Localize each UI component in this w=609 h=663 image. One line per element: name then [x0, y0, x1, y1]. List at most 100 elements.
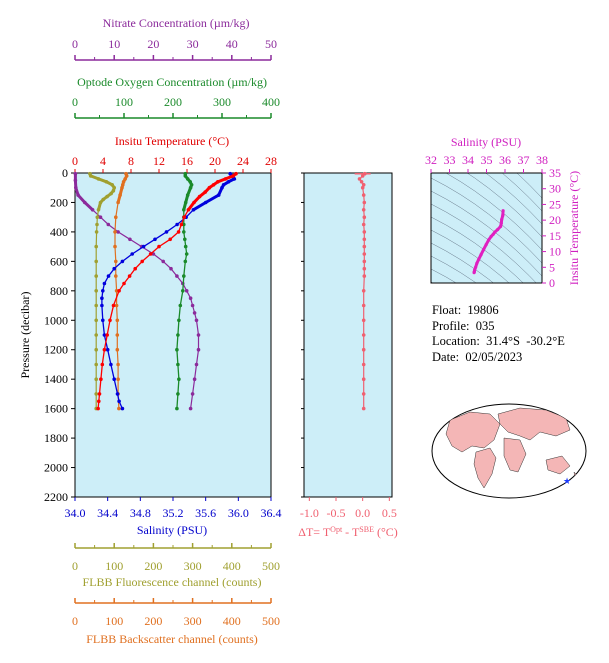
profile-number-text: Profile: 035: [432, 318, 495, 333]
temperature-point: [140, 259, 144, 264]
delta-t-point: [361, 208, 366, 212]
temperature-point: [186, 208, 191, 212]
delta-t-plot-area: [303, 172, 393, 498]
nitrate-point: [196, 333, 201, 337]
nitrate-axis-tick-label: 20: [147, 37, 159, 51]
float-id-text: Float: 19806: [432, 303, 499, 317]
fluorescence-point: [95, 215, 100, 219]
ts-temperature-tick-label: 0: [549, 276, 555, 290]
oxygen-point: [185, 177, 190, 181]
fluorescence-point: [94, 274, 98, 278]
backscatter-point: [121, 183, 125, 187]
delta-t-point: [362, 266, 367, 271]
ts-density-contour: [431, 216, 524, 283]
ts-temperature-tick-label: 20: [549, 213, 561, 227]
oxygen-axis-label: Optode Oxygen Concentration (µm/kg): [77, 75, 267, 89]
nitrate-point: [175, 274, 179, 278]
backscatter-axis: 0 100 200 300 400 500: [72, 598, 280, 628]
backscatter-point: [116, 200, 120, 205]
fluorescence-point: [110, 183, 114, 187]
oxygen-axis: 0 100 200 300 400: [72, 95, 280, 119]
oxygen-point: [178, 303, 183, 308]
salinity-axis-label: Salinity (PSU): [137, 523, 207, 537]
delta-t-axis-label: ΔT= TOpt - TSBE (°C): [298, 525, 398, 540]
temperature-point: [133, 266, 137, 271]
delta-t-point: [362, 252, 367, 256]
backscatter-point: [123, 177, 127, 181]
float-info-panel: Float: 19806 Profile: 035 Location: 31.4…: [432, 303, 565, 365]
ts-plot-area: [430, 172, 543, 284]
temperature-tick-label: 12: [153, 154, 165, 168]
nitrate-point: [106, 222, 111, 227]
pressure-tick-label: 1000: [44, 313, 68, 327]
delta-t-point: [361, 289, 366, 293]
temperature-point: [234, 171, 238, 176]
pressure-tick-label: 200: [50, 195, 68, 209]
ts-point: [493, 230, 497, 234]
fluorescence-axis-tick-label: 100: [105, 559, 123, 573]
backscatter-point: [115, 333, 120, 337]
delta-t-point: [361, 406, 366, 411]
salinity-point: [101, 318, 105, 323]
delta-t-point: [361, 318, 366, 323]
ts-point: [487, 238, 491, 242]
date-text: Date: 02/05/2023: [432, 349, 523, 364]
main-plot-axes: 0 4 8 12 16 20 24 28 34.0 34.4 34.8 35.2 35.6 36.0 36.…: [44, 154, 282, 520]
backscatter-axis-tick-label: 400: [223, 614, 241, 628]
pressure-tick-label: 0: [62, 166, 68, 180]
delta-t-point: [361, 183, 366, 187]
fluorescence-point: [104, 180, 109, 184]
temperature-point: [197, 194, 202, 199]
backscatter-axis-tick-label: 500: [262, 614, 280, 628]
fluorescence-point: [111, 188, 116, 193]
delta-t-series: [354, 171, 371, 411]
backscatter-point: [114, 303, 119, 308]
pressure-tick-label: 2200: [44, 490, 68, 504]
temperature-point: [102, 347, 107, 352]
salinity-point: [106, 274, 111, 278]
ts-density-contour: [501, 173, 542, 212]
fluorescence-point: [94, 347, 98, 352]
temperature-tick-label: 16: [181, 154, 193, 168]
salinity-point: [130, 252, 134, 256]
oxygen-point: [183, 174, 188, 178]
ts-point: [477, 257, 481, 261]
salinity-point: [221, 183, 226, 187]
fluorescence-point: [94, 244, 98, 249]
ts-point: [501, 213, 505, 217]
ts-point: [473, 268, 477, 272]
backscatter-point: [114, 215, 118, 219]
fluorescence-axis-tick-label: 400: [223, 559, 241, 573]
pressure-tick-label: 1600: [44, 402, 68, 416]
backscatter-point: [116, 362, 120, 367]
nitrate-point: [196, 347, 201, 352]
oxygen-point: [189, 183, 194, 187]
ts-point: [484, 243, 488, 247]
delta-t-point: [361, 347, 366, 352]
temperature-point: [207, 185, 212, 190]
ts-point: [496, 228, 500, 232]
salinity-point: [164, 230, 169, 234]
fluorescence-axis-tick-label: 300: [184, 559, 202, 573]
salinity-tick-label: 34.0: [65, 506, 86, 520]
ts-density-contour: [431, 255, 477, 283]
delta-t-point: [361, 303, 366, 308]
backscatter-point: [114, 289, 119, 293]
ts-point: [481, 248, 486, 252]
ts-temperature-tick-label: 5: [549, 260, 555, 274]
ts-point: [489, 234, 493, 239]
delta-t-point: [360, 185, 365, 190]
delta-t-point: [362, 200, 367, 205]
nitrate-point: [188, 296, 193, 301]
delta-t-point: [357, 177, 362, 181]
ts-density-contour: [431, 177, 542, 264]
salinity-point: [101, 289, 105, 293]
salinity-point: [112, 377, 116, 382]
main-plot-series: [73, 171, 238, 411]
oxygen-axis-tick-label: 0: [72, 95, 78, 109]
backscatter-point: [114, 274, 118, 278]
fluorescence-point: [94, 377, 98, 382]
temperature-point: [96, 406, 100, 411]
ts-point: [475, 261, 479, 265]
salinity-point: [191, 208, 196, 212]
